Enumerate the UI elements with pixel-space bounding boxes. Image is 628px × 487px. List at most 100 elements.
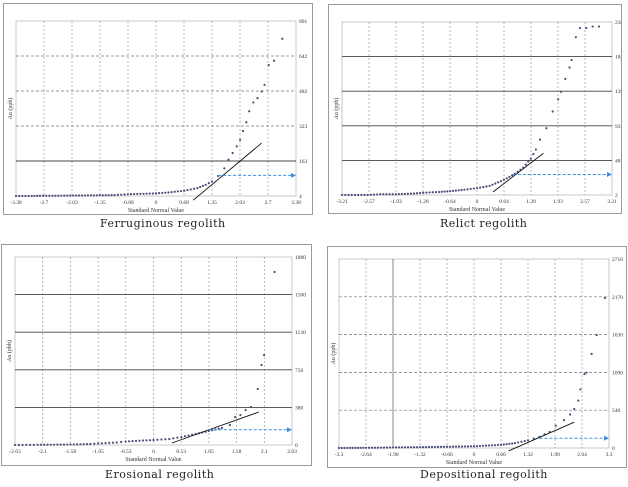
x-tick-label: -1.58 — [65, 449, 77, 455]
data-point — [487, 444, 491, 447]
data-point — [513, 442, 517, 445]
data-point — [511, 442, 514, 445]
data-point — [92, 194, 95, 197]
data-point — [573, 407, 576, 411]
data-point — [508, 442, 511, 445]
data-point — [385, 446, 389, 449]
x-tick-label: -0.53 — [120, 449, 132, 455]
data-point — [79, 443, 82, 446]
data-point — [532, 437, 535, 440]
x-axis-label: Standard Normal Value — [128, 208, 185, 214]
y-tick-label: 48 — [615, 158, 621, 164]
data-point — [346, 446, 349, 450]
data-point — [152, 438, 155, 442]
data-point — [256, 96, 259, 100]
data-point — [252, 101, 255, 104]
x-tick-label: -1.05 — [92, 449, 104, 455]
y-tick-label: 0 — [295, 443, 298, 449]
y-tick-label: 1630 — [612, 333, 623, 339]
data-point — [451, 189, 455, 193]
x-tick-label: -1.32 — [414, 452, 426, 458]
data-point — [484, 444, 488, 447]
data-point — [107, 194, 110, 197]
data-point — [532, 152, 535, 156]
data-point — [460, 445, 464, 448]
data-point — [577, 399, 580, 402]
fit-line — [492, 152, 544, 193]
data-point — [379, 193, 382, 196]
data-point — [108, 441, 111, 444]
data-point — [120, 440, 123, 444]
data-point — [412, 192, 416, 195]
data-point — [343, 446, 346, 450]
data-point — [425, 191, 428, 194]
data-point — [385, 193, 388, 196]
data-point — [436, 445, 440, 448]
y-tick-label: 2710 — [612, 257, 623, 263]
data-point — [187, 434, 190, 437]
x-tick-label: 0 — [155, 200, 158, 206]
data-point — [391, 446, 395, 449]
y-tick-label: 1090 — [612, 370, 623, 376]
data-point — [239, 413, 242, 417]
data-point — [422, 191, 425, 194]
chart-ferruginous: -3.38 -2.7 -2.03 -1.35 -0.68 0 0.68 1.35 2.03 2.7… — [7, 19, 308, 214]
x-tick-label: 3.21 — [607, 199, 617, 205]
data-point — [145, 439, 148, 442]
data-point — [409, 192, 413, 195]
x-tick-label: -2.63 — [9, 449, 21, 455]
data-point — [138, 439, 141, 442]
data-point — [60, 194, 63, 197]
data-point — [348, 446, 352, 450]
x-tick-label: 0 — [473, 452, 476, 458]
data-point — [415, 446, 419, 449]
data-point — [394, 446, 398, 449]
x-tick-label: 1.28 — [526, 199, 536, 205]
data-point — [460, 188, 463, 192]
data-point — [123, 193, 126, 196]
data-point — [496, 443, 500, 447]
data-point — [272, 59, 276, 62]
caption-ferruginous: Ferruginous regolith — [100, 217, 226, 230]
data-point — [69, 443, 72, 446]
x-tick-label: -3.21 — [336, 199, 348, 205]
data-point — [124, 440, 127, 443]
data-point — [403, 446, 407, 449]
data-point — [256, 387, 259, 391]
data-point — [131, 440, 134, 443]
data-point — [340, 446, 343, 450]
fit-line — [508, 421, 575, 452]
data-point — [457, 189, 460, 192]
data-point — [176, 436, 179, 439]
data-point — [262, 353, 266, 357]
data-point — [42, 194, 45, 197]
data-point — [421, 446, 425, 449]
data-point — [466, 188, 469, 191]
data-point — [494, 182, 497, 185]
data-point — [527, 160, 530, 163]
x-tick-label: 1.93 — [553, 199, 563, 205]
data-point — [36, 443, 39, 446]
data-point — [127, 440, 131, 443]
data-point — [148, 192, 151, 195]
data-point — [523, 439, 526, 443]
data-point — [76, 443, 79, 446]
data-point — [164, 191, 167, 194]
data-point — [562, 419, 566, 422]
data-point — [57, 194, 60, 197]
data-point — [235, 145, 238, 148]
y-tick-label: 1130 — [295, 330, 306, 336]
data-point — [372, 193, 376, 196]
x-tick-label: -2.1 — [38, 449, 47, 455]
data-point — [431, 191, 434, 194]
data-point — [46, 443, 49, 446]
data-point — [43, 443, 46, 446]
caption-relict: Relict regolith — [440, 217, 528, 230]
data-point — [173, 190, 176, 193]
data-point — [170, 191, 173, 194]
data-point — [603, 296, 607, 300]
data-point — [505, 177, 508, 180]
data-point — [193, 187, 196, 190]
panel-ferruginous: -3.38 -2.7 -2.03 -1.35 -0.68 0 0.68 1.35 2.03 2.7… — [3, 3, 313, 215]
data-point — [24, 194, 27, 198]
